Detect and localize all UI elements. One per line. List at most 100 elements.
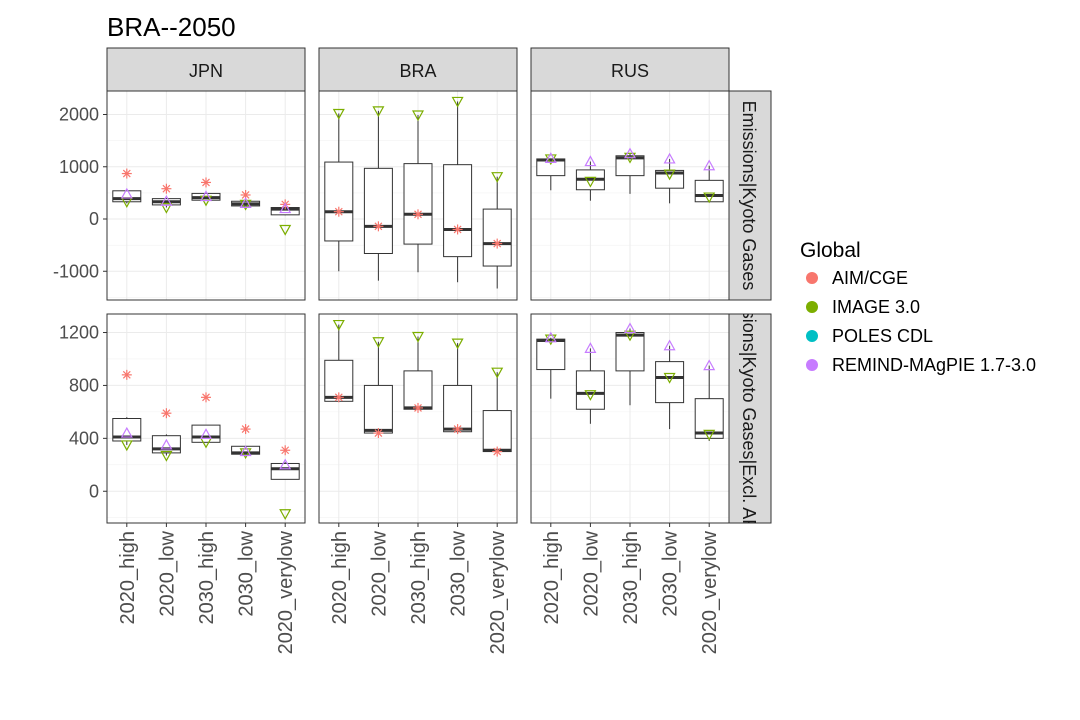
data-point-aim-cge bbox=[373, 428, 384, 439]
data-point-aim-cge bbox=[452, 424, 463, 435]
box-2030-low bbox=[655, 152, 685, 204]
data-point-image-3-0 bbox=[491, 367, 504, 379]
x-tick-label: 2030_high bbox=[620, 531, 642, 624]
box-2020-verylow bbox=[482, 172, 512, 289]
column-strip-jpn bbox=[106, 47, 306, 92]
data-point-image-3-0 bbox=[451, 96, 464, 108]
data-point-aim-cge bbox=[452, 224, 463, 235]
data-point-remind-magpie-1-7-3-0 bbox=[199, 190, 213, 202]
data-point-aim-cge bbox=[201, 177, 211, 188]
box-2030-low bbox=[443, 338, 473, 435]
box-iqr bbox=[482, 208, 512, 267]
box-2020-verylow bbox=[482, 367, 512, 457]
panel-bra-row1 bbox=[318, 90, 518, 301]
data-point-image-3-0 bbox=[239, 448, 252, 460]
data-point-remind-magpie-1-7-3-0 bbox=[199, 428, 213, 439]
x-tick-label: 2020_high bbox=[329, 531, 351, 624]
data-point-image-3-0 bbox=[279, 224, 292, 236]
x-tick-label: 2030_low bbox=[660, 530, 682, 616]
x-tick-label: 2030_low bbox=[236, 530, 258, 616]
data-point-image-3-0 bbox=[279, 509, 292, 520]
box-2030-high bbox=[615, 322, 645, 406]
data-point-remind-magpie-1-7-3-0 bbox=[279, 458, 292, 470]
box-iqr bbox=[324, 161, 354, 242]
data-point-image-3-0 bbox=[663, 169, 676, 181]
box-2020-verylow bbox=[270, 445, 300, 520]
legend-swatch bbox=[806, 272, 818, 284]
box-iqr bbox=[482, 410, 512, 453]
panel-rus-row2 bbox=[530, 313, 730, 524]
y-tick-label: 0 bbox=[89, 209, 99, 229]
box-2030-low bbox=[231, 424, 261, 460]
box-2020-high bbox=[536, 331, 566, 399]
data-point-image-3-0 bbox=[120, 440, 133, 452]
column-strip-label: RUS bbox=[611, 61, 649, 81]
box-2020-high bbox=[112, 369, 142, 452]
row-strip bbox=[728, 90, 772, 301]
x-tick-label: 2020_low bbox=[368, 530, 390, 616]
y-tick-label: 400 bbox=[69, 428, 99, 448]
y-tick-label: 1200 bbox=[59, 323, 99, 343]
data-point-image-3-0 bbox=[332, 319, 345, 331]
data-point-image-3-0 bbox=[623, 330, 637, 342]
column-strip-rus bbox=[530, 47, 730, 92]
legend-swatch bbox=[806, 301, 818, 313]
x-tick-label: 2030_high bbox=[196, 531, 218, 624]
data-point-aim-cge bbox=[333, 206, 344, 217]
x-tick-label: 2020_high bbox=[541, 531, 563, 624]
box-iqr bbox=[575, 370, 605, 410]
x-tick-label: 2020_high bbox=[117, 531, 139, 624]
box-2020-high bbox=[112, 168, 142, 209]
row-strip-label: Emissions|Kyoto Gases|Excl. AFOLU bbox=[739, 270, 759, 567]
box-2020-high bbox=[324, 319, 354, 403]
box-2030-low bbox=[655, 339, 685, 430]
box-iqr bbox=[615, 155, 645, 177]
box-2020-verylow bbox=[270, 199, 300, 236]
data-point-aim-cge bbox=[280, 445, 291, 456]
box-2020-verylow bbox=[694, 359, 724, 441]
data-point-image-3-0 bbox=[544, 154, 557, 166]
data-point-image-3-0 bbox=[411, 331, 425, 343]
data-point-aim-cge bbox=[413, 402, 423, 413]
data-point-remind-magpie-1-7-3-0 bbox=[279, 202, 292, 214]
legend-item-image-3-0: IMAGE 3.0 bbox=[806, 297, 920, 317]
box-2020-verylow bbox=[694, 159, 724, 204]
data-point-aim-cge bbox=[161, 183, 172, 194]
box-2030-low bbox=[231, 189, 261, 211]
panels-layer: JPN BRA RUS Emissions|Kyoto GasesEmissions|… bbox=[53, 47, 772, 654]
box-2020-high bbox=[324, 108, 354, 272]
column-strip-label: BRA bbox=[399, 61, 436, 81]
data-point-aim-cge bbox=[413, 209, 423, 220]
data-point-aim-cge bbox=[240, 424, 251, 435]
data-point-image-3-0 bbox=[584, 176, 597, 188]
panel-border bbox=[106, 313, 306, 524]
data-point-image-3-0 bbox=[239, 199, 252, 211]
x-tick-label: 2020_verylow bbox=[699, 530, 721, 654]
panel-border bbox=[106, 90, 306, 301]
legend-title: Global bbox=[800, 239, 861, 262]
data-point-image-3-0 bbox=[411, 110, 425, 122]
box-2030-high bbox=[403, 110, 433, 273]
row-strip-label: Emissions|Kyoto Gases bbox=[739, 101, 759, 291]
data-point-remind-magpie-1-7-3-0 bbox=[544, 331, 557, 343]
data-point-image-3-0 bbox=[372, 337, 385, 349]
x-tick-label: 2030_high bbox=[408, 531, 430, 624]
panel-bra-row2 bbox=[318, 313, 518, 524]
data-point-remind-magpie-1-7-3-0 bbox=[623, 147, 637, 159]
data-point-remind-magpie-1-7-3-0 bbox=[584, 342, 597, 353]
data-point-image-3-0 bbox=[451, 338, 464, 350]
data-point-aim-cge bbox=[333, 392, 344, 403]
box-2020-low bbox=[575, 342, 605, 424]
box-iqr bbox=[363, 167, 393, 254]
data-point-remind-magpie-1-7-3-0 bbox=[160, 195, 173, 206]
panel-jpn-row2 bbox=[106, 313, 306, 524]
x-tick-label: 2020_verylow bbox=[487, 530, 509, 654]
data-point-remind-magpie-1-7-3-0 bbox=[239, 445, 252, 457]
box-2030-high bbox=[191, 177, 221, 207]
panel-border bbox=[530, 313, 730, 524]
legend-item-aim-cge: AIM/CGE bbox=[806, 268, 908, 288]
row-strip-label-group: Emissions|Kyoto Gases|Excl. AFOLU bbox=[739, 270, 759, 567]
legend-item-remind-magpie-1-7-3-0: REMIND-MAgPIE 1.7-3.0 bbox=[806, 355, 1036, 375]
box-2030-high bbox=[615, 147, 645, 194]
